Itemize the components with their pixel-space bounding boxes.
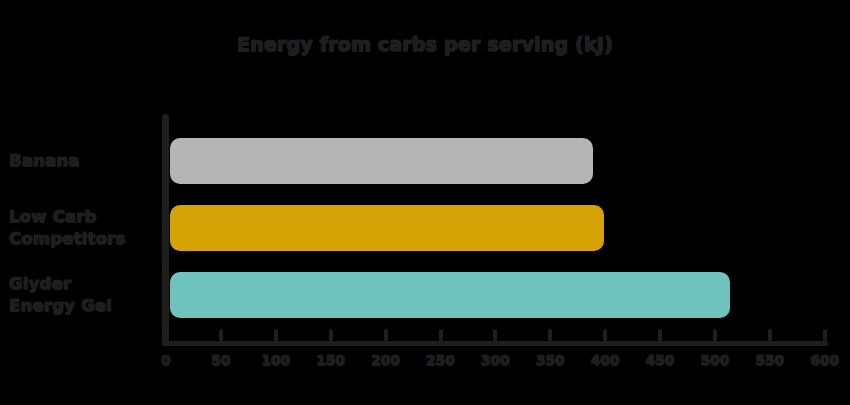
x-tick-mark [658,329,662,342]
x-tick-mark [274,329,278,342]
category-label-banana: Banana [9,150,80,172]
bar-banana [170,138,593,184]
x-tick-label: 450 [646,352,675,368]
bar-glyder-energy-gel [170,272,730,318]
x-tick-mark [768,329,772,342]
category-label-line: Energy Gel [9,295,112,317]
x-tick-label: 200 [371,352,400,368]
plot-area: Banana Low CarbCompetitors GlyderEnergy Ge… [0,0,850,405]
bar-low-carb-competitors [170,205,604,251]
x-tick-mark [713,329,717,342]
category-label-low-carb-competitors: Low CarbCompetitors [9,206,126,250]
x-tick-mark [384,329,388,342]
x-tick-label: 550 [756,352,785,368]
x-tick-label: 50 [211,352,230,368]
x-tick-mark [603,329,607,342]
x-tick-label: 350 [536,352,565,368]
category-label-line: Competitors [9,228,126,250]
x-tick-label: 150 [316,352,345,368]
y-axis-line [162,114,169,346]
category-label-glyder-energy-gel: GlyderEnergy Gel [9,273,112,317]
x-tick-mark [219,329,223,342]
x-tick-label: 600 [810,352,839,368]
category-label-line: Low Carb [9,206,126,228]
category-label-line: Glyder [9,273,112,295]
x-tick-label: 400 [591,352,620,368]
x-tick-mark [823,329,827,342]
x-tick-mark [439,329,443,342]
x-tick-label: 100 [261,352,290,368]
x-tick-label: 500 [701,352,730,368]
x-tick-mark [493,329,497,342]
chart-root: Energy from carbs per serving (kJ) Banan… [0,0,850,405]
category-label-line: Banana [9,150,80,172]
x-tick-label: 250 [426,352,455,368]
x-tick-label: 0 [161,352,171,368]
x-tick-mark [164,329,168,342]
x-tick-label: 300 [481,352,510,368]
x-tick-mark [548,329,552,342]
x-tick-mark [329,329,333,342]
